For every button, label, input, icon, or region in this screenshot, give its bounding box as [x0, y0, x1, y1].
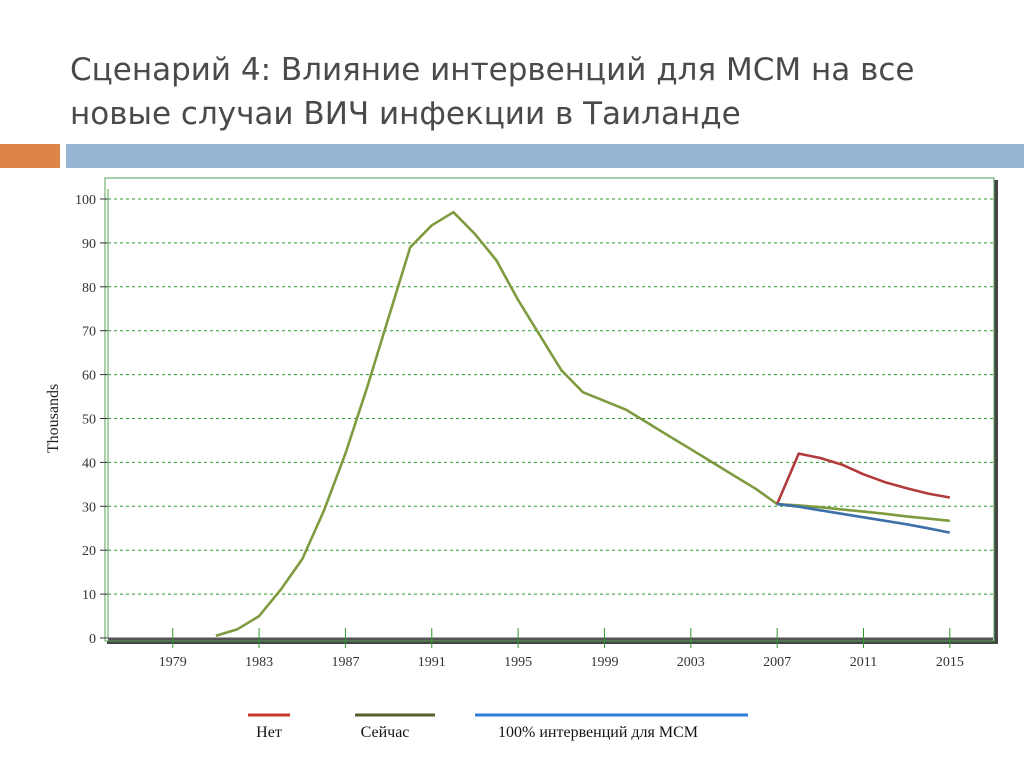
- x-tick-label: 1983: [245, 655, 273, 670]
- accent-bar-blue: [66, 144, 1024, 168]
- y-tick-label: 90: [82, 237, 96, 252]
- x-tick-label: 1987: [331, 655, 359, 670]
- line-chart: 0 10 20 30 40 50 60 70 80 90 100 1979 1983 1987 1991 19…: [45, 177, 998, 741]
- legend-label: Сейчас: [361, 724, 410, 741]
- slide-title-line2: новые случаи ВИЧ инфекции в Таиланде: [70, 96, 741, 132]
- series-line: [215, 210, 950, 638]
- x-tick-label: 1979: [159, 655, 187, 670]
- x-tick-label: 2011: [850, 655, 877, 670]
- accent-bar-orange: [0, 144, 60, 168]
- series-group-1: [775, 452, 951, 505]
- y-tick-label: 100: [75, 193, 96, 208]
- x-tick-label: 1991: [418, 655, 446, 670]
- series-group-0: [215, 210, 950, 638]
- series-line: [776, 502, 951, 534]
- y-tick-label: 10: [82, 588, 96, 603]
- legend-label: Нет: [256, 724, 282, 741]
- y-tick-label: 70: [82, 325, 96, 340]
- plot-frame: [104, 177, 995, 642]
- y-axis-label: Thousands: [45, 384, 62, 453]
- y-tick-label: 20: [82, 544, 96, 559]
- y-tick-label: 30: [82, 500, 96, 515]
- x-tick-label: 2015: [936, 655, 964, 670]
- y-tick-label: 60: [82, 369, 96, 384]
- x-tick-label: 1999: [590, 655, 618, 670]
- slide-title-line1: Сценарий 4: Влияние интервенций для МСМ …: [70, 52, 915, 88]
- y-tick-label: 50: [82, 413, 96, 428]
- series-line: [775, 452, 951, 505]
- y-tick-label: 0: [89, 632, 96, 647]
- y-tick-label: 40: [82, 456, 96, 471]
- x-tick-label: 1995: [504, 655, 532, 670]
- x-tick-label: 2003: [677, 655, 705, 670]
- x-tick-label: 2007: [763, 655, 791, 670]
- y-tick-label: 80: [82, 281, 96, 296]
- series-group-2: [776, 502, 951, 534]
- slide-title: Сценарий 4: Влияние интервенций для МСМ …: [70, 48, 990, 136]
- legend-label: 100% интервенций для МСМ: [498, 724, 698, 741]
